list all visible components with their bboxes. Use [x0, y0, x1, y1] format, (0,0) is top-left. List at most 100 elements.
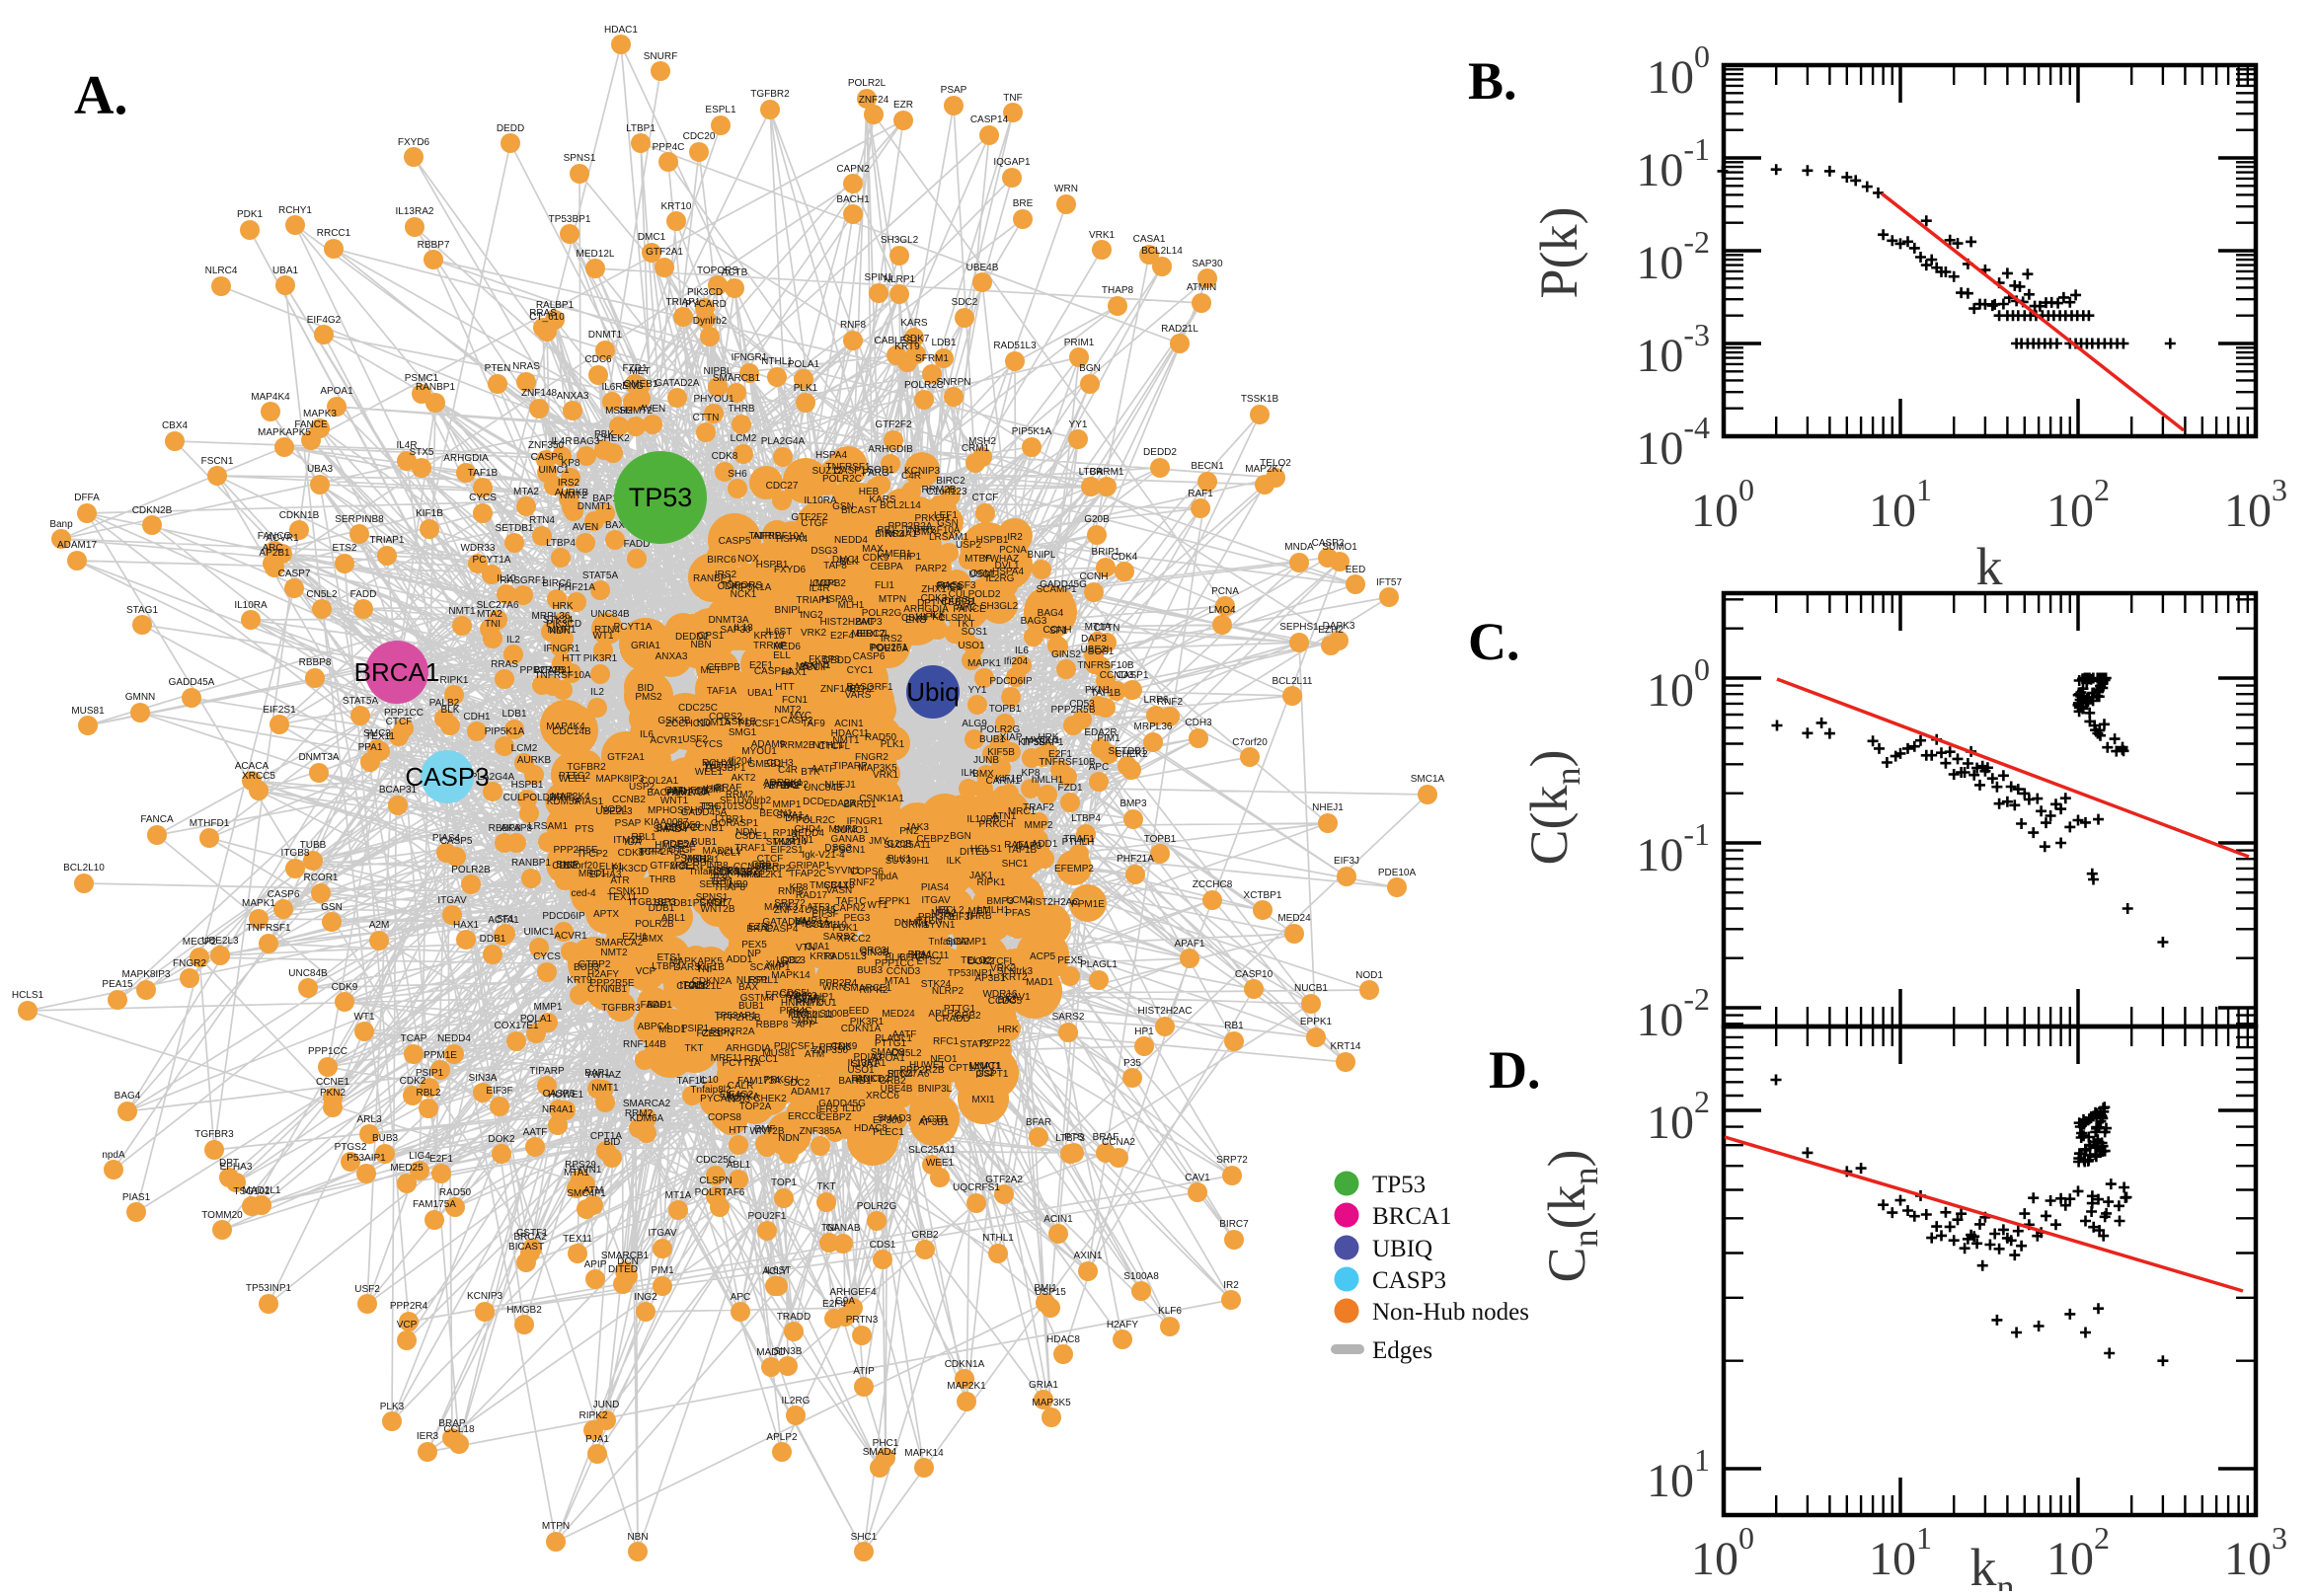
svg-text:UBE2L3: UBE2L3: [201, 936, 239, 947]
svg-text:AKT2: AKT2: [731, 773, 755, 784]
svg-text:RBL1: RBL1: [631, 832, 656, 843]
svg-text:SERPINB8: SERPINB8: [679, 861, 729, 872]
svg-text:SOS1: SOS1: [738, 801, 765, 812]
svg-text:CT_610: CT_610: [529, 312, 565, 323]
svg-text:BMP3: BMP3: [1119, 798, 1147, 809]
svg-text:MTPN: MTPN: [879, 594, 906, 605]
svg-text:TP53INP1: TP53INP1: [246, 1283, 292, 1294]
svg-text:SRP72: SRP72: [774, 898, 806, 909]
svg-text:TSG101: TSG101: [701, 801, 738, 812]
svg-text:LTBP1: LTBP1: [715, 814, 744, 825]
svg-text:BCL2L11: BCL2L11: [794, 1010, 834, 1021]
svg-text:PIM1: PIM1: [651, 1265, 674, 1276]
svg-text:CPT1A: CPT1A: [590, 1131, 623, 1142]
svg-text:NHEJ1: NHEJ1: [824, 780, 856, 791]
svg-text:SF1: SF1: [720, 796, 738, 806]
svg-text:SAP30: SAP30: [1192, 259, 1223, 269]
svg-text:NEDD4: NEDD4: [437, 1033, 471, 1044]
svg-text:GATAD2A: GATAD2A: [655, 378, 700, 389]
svg-text:HSPB1: HSPB1: [511, 780, 544, 791]
svg-text:CASP5: CASP5: [543, 1089, 576, 1100]
svg-text:CCL18: CCL18: [823, 880, 855, 891]
svg-text:RANBP1: RANBP1: [693, 573, 733, 584]
svg-text:PKN2: PKN2: [320, 1088, 347, 1099]
svg-text:PRKCH: PRKCH: [978, 819, 1013, 830]
svg-text:DNMT1: DNMT1: [588, 330, 623, 341]
svg-text:DAP3: DAP3: [1016, 841, 1042, 852]
svg-text:CL2L1: CL2L1: [676, 981, 706, 992]
svg-text:MAPK14: MAPK14: [771, 970, 811, 981]
svg-text:PIK3CD: PIK3CD: [612, 864, 648, 874]
svg-text:PDK1: PDK1: [832, 923, 859, 934]
svg-text:GADD45G: GADD45G: [818, 1099, 866, 1109]
svg-text:PIK3R1: PIK3R1: [850, 1017, 885, 1027]
svg-text:SETDB1: SETDB1: [655, 898, 693, 909]
svg-text:CCL3: CCL3: [780, 955, 806, 966]
svg-text:FCN1: FCN1: [782, 695, 809, 706]
svg-text:CDH3: CDH3: [1185, 718, 1212, 728]
svg-text:KRT9: KRT9: [894, 342, 920, 352]
svg-text:TEX11: TEX11: [365, 731, 395, 742]
svg-text:WEE1: WEE1: [559, 774, 587, 785]
svg-text:CASP6: CASP6: [268, 889, 300, 900]
svg-text:SMAD4: SMAD4: [863, 1447, 897, 1458]
svg-text:BA3: BA3: [998, 995, 1017, 1006]
svg-text:MXI1: MXI1: [971, 1095, 995, 1105]
svg-text:KDM5A: KDM5A: [547, 797, 581, 807]
svg-text:ATM: ATM: [583, 1185, 603, 1196]
svg-text:KRT2: KRT2: [1002, 972, 1028, 983]
svg-text:HUWE1: HUWE1: [909, 1060, 946, 1071]
svg-text:HDAC11: HDAC11: [911, 950, 950, 961]
svg-text:RAF1: RAF1: [1188, 489, 1213, 499]
svg-text:DNMT3A: DNMT3A: [298, 752, 339, 763]
svg-text:CTCF: CTCF: [386, 717, 413, 727]
svg-text:RNF8: RNF8: [778, 886, 805, 897]
svg-text:BNIPL: BNIPL: [1028, 550, 1056, 561]
svg-text:GTF2F2: GTF2F2: [791, 512, 828, 523]
svg-text:DFFA: DFFA: [785, 813, 811, 824]
svg-text:CCND2: CCND2: [733, 862, 768, 873]
svg-text:TELO2: TELO2: [1260, 458, 1291, 469]
svg-text:PPP2R5E: PPP2R5E: [553, 845, 597, 856]
svg-text:KCNIP3: KCNIP3: [904, 466, 941, 477]
svg-text:TAF8: TAF8: [823, 561, 847, 571]
svg-text:PPA1: PPA1: [908, 950, 933, 960]
svg-text:BECN1: BECN1: [1191, 461, 1224, 472]
svg-text:RAD21L: RAD21L: [1161, 324, 1198, 335]
svg-text:KIF1B: KIF1B: [416, 508, 443, 519]
svg-text:HAX1: HAX1: [781, 667, 808, 678]
svg-text:CASP5: CASP5: [440, 836, 473, 847]
svg-text:ACACA: ACACA: [235, 761, 270, 772]
svg-text:C.: C.: [1468, 612, 1520, 671]
svg-text:EZH1: EZH1: [622, 932, 648, 943]
svg-text:PALB2: PALB2: [429, 698, 460, 709]
svg-text:IL2RG: IL2RG: [986, 573, 1015, 584]
svg-text:SMARCB1: SMARCB1: [601, 1251, 650, 1261]
svg-text:APLP2: APLP2: [928, 1009, 960, 1020]
svg-text:CASP1: CASP1: [1117, 670, 1149, 681]
svg-text:APLP2: APLP2: [766, 1432, 798, 1443]
svg-text:SMC4F1: SMC4F1: [567, 1188, 606, 1199]
svg-text:NDN: NDN: [735, 827, 757, 838]
svg-text:ABL1: ABL1: [661, 913, 686, 924]
svg-text:PMS2: PMS2: [635, 692, 662, 703]
svg-text:WNT1: WNT1: [660, 796, 689, 806]
svg-text:BAG3: BAG3: [1021, 616, 1047, 627]
svg-text:KRT10: KRT10: [754, 631, 785, 642]
svg-text:IL10: IL10: [842, 1103, 862, 1114]
svg-text:XCTBP1: XCTBP1: [1244, 890, 1282, 901]
svg-text:HTT: HTT: [729, 1125, 747, 1136]
svg-text:MTBP: MTBP: [965, 554, 992, 565]
svg-text:SAP30: SAP30: [720, 625, 751, 636]
svg-text:SUMO1: SUMO1: [1322, 542, 1357, 553]
svg-text:SMC1A: SMC1A: [1411, 774, 1445, 785]
svg-text:ATMIN: ATMIN: [1187, 282, 1216, 293]
svg-text:IRS2: IRS2: [558, 478, 580, 489]
svg-text:PHYOU1: PHYOU1: [796, 998, 837, 1009]
svg-text:HRK: HRK: [552, 601, 573, 612]
svg-text:PARP2: PARP2: [915, 564, 947, 574]
svg-text:P53AIP1: P53AIP1: [795, 992, 834, 1003]
svg-text:USO1: USO1: [968, 570, 996, 580]
svg-text:PSMC1: PSMC1: [674, 854, 709, 865]
svg-text:BAG3: BAG3: [574, 436, 600, 447]
